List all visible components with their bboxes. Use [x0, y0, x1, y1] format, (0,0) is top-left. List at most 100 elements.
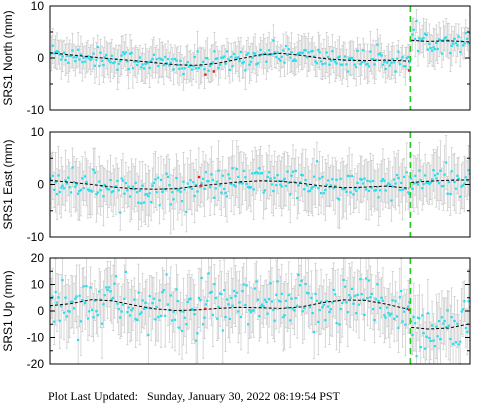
- east-data-point: [247, 185, 250, 188]
- north-data-point: [315, 62, 318, 65]
- east-data-point: [249, 186, 252, 189]
- north-data-point: [372, 58, 375, 61]
- east-data-point: [255, 171, 258, 174]
- north-data-point: [113, 61, 116, 64]
- north-data-point: [464, 31, 467, 35]
- east-data-point: [348, 175, 351, 178]
- north-data-point: [431, 49, 434, 52]
- up-data-point: [404, 323, 407, 326]
- north-data-point: [168, 64, 171, 67]
- up-data-point: [65, 315, 68, 318]
- east-data-point: [230, 182, 233, 186]
- up-data-point: [457, 343, 460, 346]
- east-data-point: [353, 187, 356, 190]
- east-data-point: [325, 183, 328, 186]
- up-data-point: [247, 323, 250, 326]
- up-data-point: [287, 294, 290, 297]
- up-data-point: [433, 345, 436, 348]
- up-data-point: [158, 299, 161, 302]
- east-data-point: [195, 183, 198, 186]
- east-data-point: [154, 178, 157, 181]
- panel-up: -20 -10 0 10 20 SRS1 Up (mm): [1, 251, 471, 371]
- north-data-point: [130, 51, 133, 55]
- north-ytick-label: 10: [31, 0, 45, 13]
- north-data-point: [439, 39, 442, 42]
- east-data-point: [258, 167, 261, 170]
- north-data-point: [318, 51, 321, 54]
- north-outlier-point: [204, 73, 207, 76]
- east-data-point: [414, 174, 417, 177]
- up-data-point: [438, 320, 441, 323]
- north-data-point: [296, 53, 299, 56]
- up-data-point: [223, 289, 226, 292]
- up-data-point: [169, 294, 172, 297]
- north-data-point: [291, 59, 295, 62]
- east-data-point: [341, 187, 344, 190]
- north-data-layer: [50, 8, 470, 91]
- north-outlier-point: [407, 69, 411, 72]
- north-data-point: [334, 60, 337, 63]
- east-data-point: [119, 211, 122, 214]
- up-model-line-1: [50, 299, 410, 312]
- east-data-point: [110, 191, 113, 194]
- up-data-point: [300, 279, 303, 282]
- up-data-point: [242, 283, 245, 286]
- east-data-point: [67, 176, 70, 179]
- up-data-point: [322, 303, 325, 306]
- north-data-point: [411, 33, 414, 36]
- up-data-point: [402, 310, 406, 313]
- up-data-point: [221, 329, 224, 332]
- up-data-point: [373, 319, 376, 322]
- up-data-point: [418, 317, 421, 320]
- up-data-point: [395, 315, 399, 318]
- up-data-point: [244, 304, 247, 307]
- north-data-point: [100, 59, 104, 62]
- north-data-point: [77, 48, 80, 51]
- north-data-point: [336, 56, 340, 59]
- east-data-point: [213, 196, 216, 199]
- east-data-point: [388, 183, 391, 186]
- east-data-point: [349, 191, 352, 194]
- east-data-point: [244, 176, 247, 179]
- east-data-point: [199, 186, 202, 189]
- north-data-point: [85, 56, 88, 59]
- east-data-point: [363, 177, 366, 180]
- north-data-point: [277, 57, 281, 60]
- up-data-point: [144, 301, 147, 304]
- up-data-point: [164, 314, 167, 317]
- north-data-point: [446, 39, 449, 42]
- east-data-point: [155, 191, 158, 194]
- north-data-point: [117, 62, 120, 65]
- east-data-point: [296, 196, 299, 200]
- east-data-point: [415, 181, 418, 184]
- up-data-point: [311, 312, 314, 315]
- up-data-point: [114, 275, 118, 278]
- up-data-point: [346, 311, 349, 314]
- up-data-point: [317, 320, 320, 323]
- up-data-point: [387, 312, 390, 315]
- east-data-point: [129, 195, 132, 198]
- east-data-point: [306, 184, 309, 187]
- east-data-point: [338, 198, 341, 201]
- north-data-point: [151, 57, 154, 61]
- east-data-point: [279, 183, 282, 186]
- north-data-point: [175, 59, 178, 62]
- east-data-point: [107, 188, 111, 191]
- east-data-point: [225, 195, 229, 198]
- north-data-point: [86, 55, 89, 58]
- east-data-point: [374, 189, 377, 192]
- north-data-point: [284, 44, 288, 48]
- up-data-point: [214, 296, 217, 300]
- up-data-point: [349, 296, 352, 299]
- north-data-point: [178, 67, 181, 70]
- north-data-point: [123, 52, 126, 56]
- up-data-point: [460, 310, 463, 313]
- up-data-point: [442, 322, 445, 325]
- east-data-point: [381, 178, 384, 181]
- up-data-point: [419, 346, 422, 349]
- up-data-point: [252, 309, 255, 312]
- up-data-point: [92, 316, 95, 319]
- up-data-point: [456, 322, 459, 325]
- up-data-point: [203, 316, 206, 319]
- north-data-point: [400, 58, 403, 61]
